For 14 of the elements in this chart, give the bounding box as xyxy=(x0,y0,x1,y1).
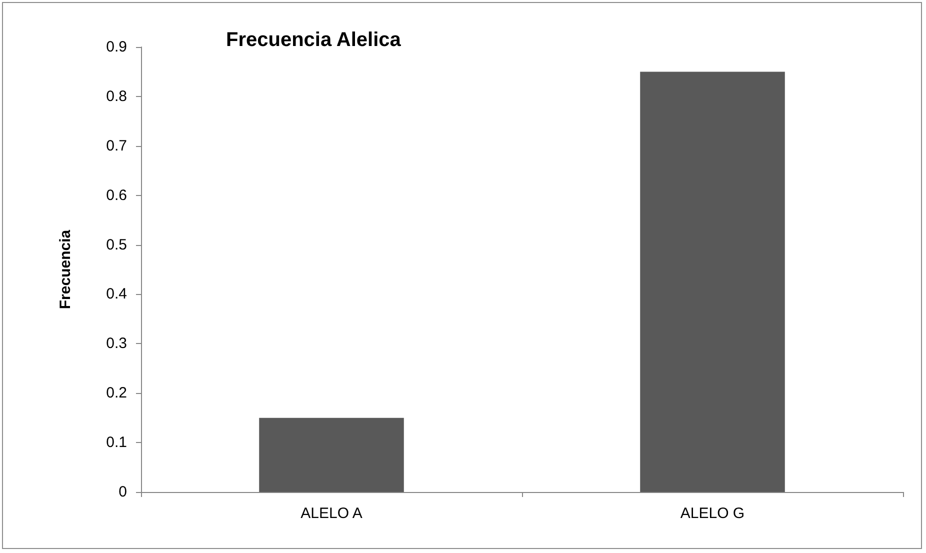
x-tick-label: ALELO G xyxy=(680,505,745,522)
y-tick-label: 0.9 xyxy=(106,38,127,56)
y-tick-label: 0.2 xyxy=(106,384,127,402)
y-tick-label: 0.3 xyxy=(106,335,127,352)
chart-title: Frecuencia Alelica xyxy=(226,29,402,51)
y-axis-title: Frecuencia xyxy=(57,229,74,310)
y-tick-label: 0.1 xyxy=(106,434,127,452)
y-tick-label: 0.4 xyxy=(106,286,127,303)
y-tick-label: 0.8 xyxy=(106,88,127,105)
x-tick-label: ALELO A xyxy=(300,505,362,522)
y-tick-label: 0.5 xyxy=(106,236,127,254)
y-tick-label: 0 xyxy=(118,484,127,500)
y-tick-label: 0.6 xyxy=(106,186,127,204)
y-tick-label: 0.7 xyxy=(106,137,127,154)
